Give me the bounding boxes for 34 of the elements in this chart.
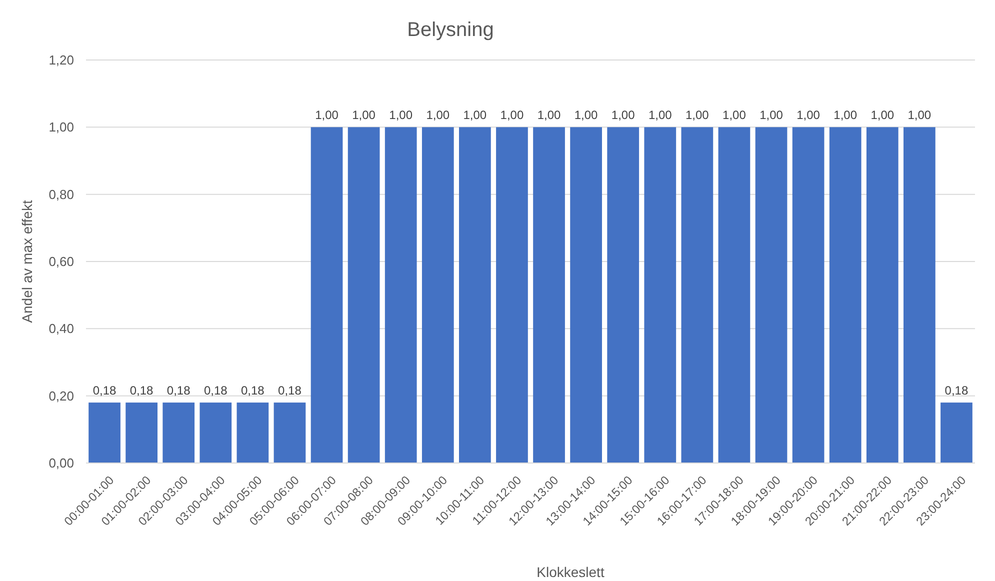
data-label: 0,18 <box>241 384 265 398</box>
y-axis-title: Andel av max effekt <box>19 200 35 323</box>
data-label: 0,18 <box>130 384 154 398</box>
data-label: 1,00 <box>908 108 932 122</box>
data-label: 1,00 <box>611 108 636 122</box>
data-label: 0,18 <box>92 384 117 398</box>
data-label: 1,00 <box>870 108 894 122</box>
data-label: 1,00 <box>574 108 598 122</box>
y-tick-label: 0,40 <box>48 321 74 336</box>
chart-title: Belysning <box>407 19 494 41</box>
data-label: 1,00 <box>500 108 524 122</box>
data-label: 1,00 <box>834 108 858 122</box>
data-label: 0,18 <box>166 384 191 398</box>
data-label: 1,00 <box>722 108 746 122</box>
data-label: 1,00 <box>537 108 562 122</box>
y-tick-label: 0,00 <box>48 456 74 471</box>
data-label: 1,00 <box>315 108 339 122</box>
data-label: 1,00 <box>760 108 784 122</box>
y-tick-label: 0,80 <box>48 186 74 202</box>
y-tick-label: 1,00 <box>48 120 74 135</box>
data-label: 1,00 <box>796 108 820 122</box>
data-label: 0,18 <box>278 384 302 398</box>
data-label: 1,00 <box>426 108 450 122</box>
data-label: 0,18 <box>944 384 968 398</box>
x-axis-title: Klokkeslett <box>536 564 604 580</box>
y-tick-label: 1,20 <box>48 52 74 68</box>
data-label: 1,00 <box>686 108 710 122</box>
data-label: 1,00 <box>648 108 672 122</box>
data-label: 1,00 <box>463 108 487 122</box>
y-tick-label: 0,20 <box>48 388 74 404</box>
data-label: 1,00 <box>389 108 413 122</box>
data-label: 1,00 <box>352 108 376 122</box>
y-tick-label: 0,60 <box>48 254 74 270</box>
data-label: 0,18 <box>204 384 228 398</box>
